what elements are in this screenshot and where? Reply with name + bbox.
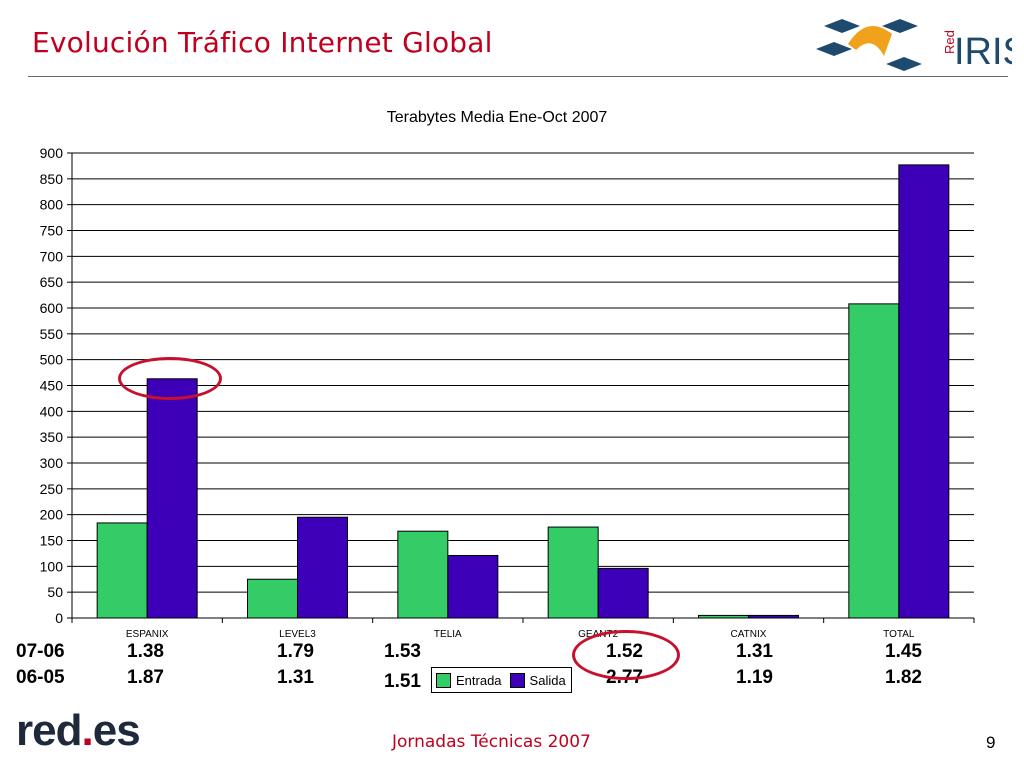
ratio-value: 1.31	[277, 667, 314, 688]
chart-title: Terabytes Media Ene-Oct 2007	[387, 109, 608, 126]
y-tick-label: 550	[40, 326, 64, 342]
page-number: 9	[986, 733, 996, 752]
y-tick-label: 200	[40, 507, 64, 523]
y-tick-label: 700	[40, 248, 64, 264]
ratio-value: 1.53	[384, 641, 421, 662]
logo-red-word: red	[16, 706, 82, 755]
y-tick-label: 0	[55, 610, 63, 626]
y-tick-label: 50	[47, 584, 63, 600]
logo-red-text: Red	[942, 30, 957, 54]
title-divider	[28, 76, 1008, 77]
y-tick-label: 100	[40, 558, 64, 574]
bar-entrada-level3	[247, 578, 298, 619]
bar-entrada-espanix	[96, 522, 148, 619]
y-tick-label: 300	[40, 455, 64, 471]
logo-dot: .	[81, 706, 93, 755]
x-category-label: ESPANIX	[126, 629, 169, 640]
legend-entry-salida: Salida	[509, 672, 566, 688]
ratio-value: 1.19	[736, 667, 773, 688]
logo-arc	[848, 26, 892, 56]
ratio-value: 1.51	[384, 671, 421, 692]
y-tick-label: 600	[40, 300, 64, 316]
ratio-value: 1.79	[277, 641, 314, 662]
logo-diamond-4	[886, 57, 922, 71]
ratio-row-label: 07-06	[16, 641, 65, 662]
x-category-label: CATNIX	[731, 629, 767, 640]
bar-salida-geant2	[597, 567, 649, 619]
highlight-ellipse-geant2	[572, 630, 680, 680]
bar-salida-espanix	[146, 378, 198, 619]
ratio-value: 1.87	[127, 667, 164, 688]
y-tick-label: 800	[40, 197, 64, 213]
y-tick-label: 900	[40, 145, 64, 161]
ratio-value: 1.38	[127, 641, 164, 662]
legend-swatch-entrada	[436, 672, 451, 688]
y-tick-label: 500	[40, 352, 64, 368]
ratio-row-label: 06-05	[16, 667, 65, 688]
logo-es-word: es	[92, 706, 141, 755]
y-tick-label: 450	[40, 378, 64, 394]
axes	[71, 153, 974, 619]
red-es-logo: red.es	[16, 706, 141, 756]
y-tick-label: 150	[40, 533, 64, 549]
legend-label-entrada: Entrada	[456, 672, 502, 688]
footer-event-name: Jornadas Técnicas 2007	[392, 732, 591, 752]
bar-chart: Terabytes Media Ene-Oct 2007 0 50 100 150 20…	[40, 109, 975, 640]
bar-entrada-telia	[397, 530, 449, 619]
x-category-label: TOTAL	[883, 629, 915, 640]
highlight-ellipse-espanix	[118, 357, 222, 400]
bar-salida-total	[898, 164, 950, 619]
logo-diamond-1	[824, 19, 860, 33]
logo-diamond-2	[816, 42, 852, 56]
legend-entry-entrada: Entrada	[436, 672, 502, 688]
logo-iris-text: IRIS	[954, 31, 1012, 73]
bar-entrada-total	[848, 303, 900, 619]
bar-salida-level3	[297, 516, 348, 619]
ratio-value: 1.45	[885, 641, 922, 662]
ratio-value: 1.82	[885, 667, 922, 688]
y-axis-ticks: 0 50 100 150 200 250 300 350 400 450 500 550 600 650 7…	[40, 145, 975, 626]
y-tick-label: 850	[40, 171, 64, 187]
category-labels: ESPANIX LEVEL3 TELIA GEANT2 CATNIX TOTAL	[126, 629, 915, 640]
y-tick-label: 250	[40, 481, 64, 497]
slide-title: Evolución Tráfico Internet Global	[32, 26, 493, 59]
ratio-value: 1.31	[736, 641, 773, 662]
y-tick-label: 650	[40, 274, 64, 290]
bars	[96, 164, 950, 619]
rediris-logo: Red IRIS	[816, 19, 1012, 73]
bar-salida-telia	[447, 554, 499, 619]
legend-label-salida: Salida	[529, 672, 566, 688]
bar-entrada-geant2	[547, 526, 599, 619]
chart-legend: Entrada Salida	[431, 667, 572, 693]
x-category-label: TELIA	[434, 629, 462, 640]
logo-diamond-3	[882, 19, 918, 33]
y-tick-label: 750	[40, 223, 64, 239]
y-tick-label: 400	[40, 403, 64, 419]
x-category-label: LEVEL3	[279, 629, 316, 640]
legend-swatch-salida	[509, 672, 525, 688]
y-tick-label: 350	[40, 429, 64, 445]
